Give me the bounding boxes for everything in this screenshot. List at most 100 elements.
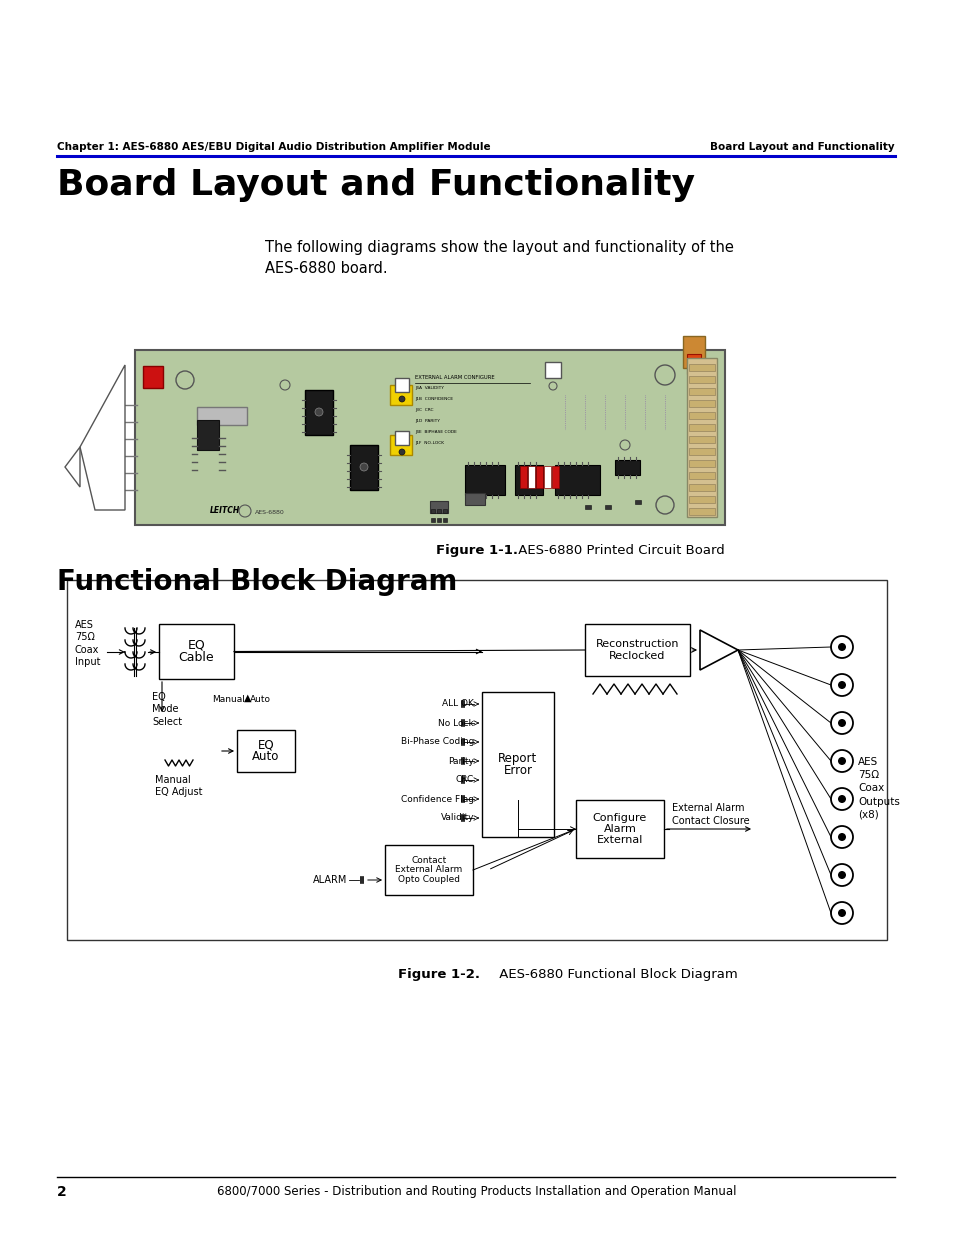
Text: 6800/7000 Series - Distribution and Routing Products Installation and Operation : 6800/7000 Series - Distribution and Rout… [217,1186,736,1198]
Bar [543,466,551,488]
Text: EQ: EQ [257,739,274,752]
Text: J1B  CONFIDENCE: J1B CONFIDENCE [415,396,453,401]
Text: Bi-Phase Coding: Bi-Phase Coding [400,737,474,746]
Text: EXTERNAL ALARM CONFIGURE: EXTERNAL ALARM CONFIGURE [415,375,494,380]
Text: ALL OK: ALL OK [441,699,474,709]
Text: J1F  NO-LOCK: J1F NO-LOCK [415,441,443,445]
Bar [688,436,714,443]
Circle shape [837,871,845,879]
Text: Functional Block Diagram: Functional Block Diagram [57,568,456,597]
Text: Auto: Auto [250,695,271,704]
Circle shape [837,795,845,803]
Bar [544,362,560,378]
Text: EQ: EQ [188,638,205,652]
Text: Configure: Configure [592,813,646,823]
Text: ▲: ▲ [244,693,252,703]
Bar [395,378,409,391]
Circle shape [398,396,405,403]
Circle shape [837,680,845,689]
Bar [390,385,412,405]
Bar [584,624,689,676]
Bar [552,466,558,488]
Text: J3C  CRC: J3C CRC [415,408,433,412]
Bar [464,466,504,495]
Text: Figure 1-2.: Figure 1-2. [397,968,479,981]
Bar [390,435,412,454]
Text: No Lock: No Lock [437,719,474,727]
Bar [515,466,542,495]
Circle shape [314,408,323,416]
Bar [688,412,714,419]
Text: Chapter 1: AES-6880 AES/EBU Digital Audio Distribution Amplifier Module: Chapter 1: AES-6880 AES/EBU Digital Audi… [57,142,490,152]
Text: AES-6880 Printed Circuit Board: AES-6880 Printed Circuit Board [514,543,724,557]
Text: Cable: Cable [178,651,214,664]
Text: Confidence Flag: Confidence Flag [400,794,474,804]
Text: AES
75Ω
Coax
Outputs
(x8): AES 75Ω Coax Outputs (x8) [857,757,899,820]
Bar [584,505,590,509]
Bar [555,466,599,495]
Text: J1D  PARITY: J1D PARITY [415,419,439,424]
Text: Auto: Auto [252,751,279,763]
Text: Board Layout and Functionality: Board Layout and Functionality [710,142,894,152]
Text: AES-6880: AES-6880 [254,510,284,515]
Bar [688,496,714,503]
Text: Contact: Contact [411,856,446,866]
Text: AES
75Ω
Coax
Input: AES 75Ω Coax Input [75,620,100,667]
Bar [688,484,714,492]
Text: ALARM: ALARM [313,876,347,885]
Text: Alarm: Alarm [603,824,636,834]
Bar [688,508,714,515]
Text: CRC: CRC [456,776,474,784]
Circle shape [398,450,405,454]
Bar [442,517,447,522]
Bar [635,500,640,504]
Bar [395,431,409,445]
Polygon shape [65,447,80,487]
Bar [519,466,526,488]
Text: Manual
EQ Adjust: Manual EQ Adjust [154,776,202,798]
Bar [688,459,714,467]
Text: Figure 1-1.: Figure 1-1. [436,543,517,557]
Bar [688,364,714,370]
Bar [536,466,542,488]
Bar [431,509,435,513]
Bar [464,493,484,505]
Bar [688,448,714,454]
Text: Error: Error [503,764,532,777]
Text: Validity: Validity [440,814,474,823]
Bar [442,509,447,513]
Text: LEITCH: LEITCH [210,506,240,515]
Text: External Alarm
Contact Closure: External Alarm Contact Closure [671,803,749,826]
Bar [196,408,247,425]
Bar [436,517,440,522]
Bar [576,800,663,858]
Text: External Alarm: External Alarm [395,866,462,874]
Bar [350,445,377,490]
Bar [686,358,717,517]
Bar [67,580,886,940]
Text: Report: Report [497,752,537,764]
Circle shape [359,463,368,471]
Bar [385,845,473,895]
Circle shape [837,832,845,841]
Circle shape [837,909,845,918]
Circle shape [837,719,845,727]
Bar [604,505,610,509]
Bar [236,730,294,772]
Bar [135,350,724,525]
Text: AES-6880 Functional Block Diagram: AES-6880 Functional Block Diagram [495,968,737,981]
Bar [615,459,639,475]
Text: J4E  BIPHASE CODE: J4E BIPHASE CODE [415,430,456,433]
Text: The following diagrams show the layout and functionality of the
AES-6880 board.: The following diagrams show the layout a… [265,240,733,275]
Circle shape [837,643,845,651]
Text: External: External [597,835,642,845]
Text: 2: 2 [57,1186,67,1199]
Bar [688,424,714,431]
Text: Opto Coupled: Opto Coupled [397,874,459,883]
Bar [688,472,714,479]
Bar [159,624,233,679]
Text: Reconstruction: Reconstruction [595,640,679,650]
Bar [143,366,163,388]
Bar [688,400,714,408]
Bar [481,692,554,837]
